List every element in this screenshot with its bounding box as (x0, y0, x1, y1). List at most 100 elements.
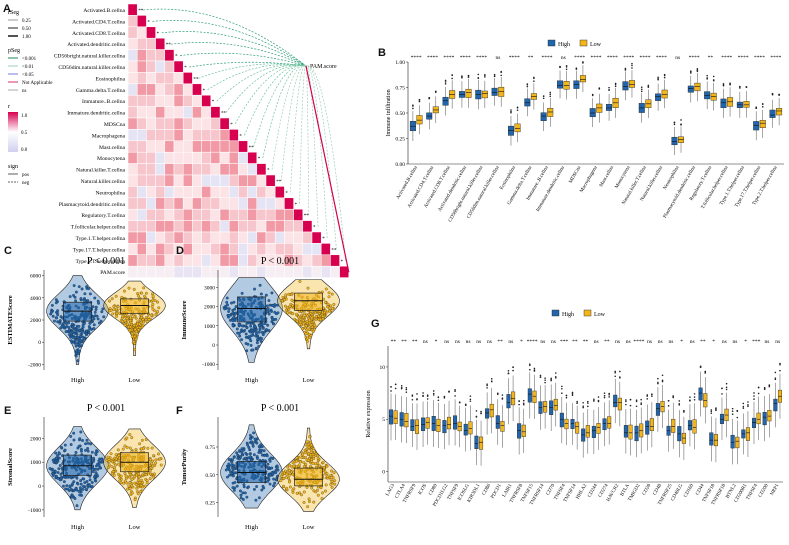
box-outlier (663, 74, 666, 77)
heatmap-cell (228, 197, 239, 210)
jitter-point (136, 292, 140, 295)
x-tick-label: CD56dim.natural.killer.cellna (467, 165, 502, 220)
jitter-point (312, 320, 316, 324)
heatmap-row-label: Mast.cellna (99, 145, 125, 151)
jitter-point (314, 490, 318, 494)
significance-label: **** (476, 55, 487, 61)
jitter-point (116, 305, 120, 309)
box-outlier (771, 93, 774, 96)
heatmap-cell (173, 94, 184, 107)
x-tick-label: ICOS (418, 483, 428, 496)
jitter-point (235, 327, 239, 331)
jitter-point (88, 321, 92, 325)
jitter-point (58, 452, 61, 456)
jitter-point (71, 336, 75, 339)
box-body (661, 89, 668, 99)
jitter-point (137, 322, 141, 326)
significance-label: **** (443, 55, 454, 61)
heatmap-cell (127, 140, 138, 153)
significance-label: ns (508, 339, 513, 345)
jitter-point (144, 473, 148, 477)
jitter-point (317, 314, 320, 318)
jitter-point (267, 329, 271, 332)
jitter-point (118, 479, 122, 483)
heatmap-cell (164, 140, 175, 153)
box-outlier (710, 409, 713, 411)
box-body (735, 436, 740, 449)
jitter-point (324, 300, 328, 304)
significance-label: ** (583, 339, 589, 345)
box-outlier (416, 398, 418, 401)
jitter-point (257, 451, 261, 454)
heatmap-cell (146, 129, 156, 142)
jitter-point (146, 446, 150, 450)
jitter-point (274, 317, 278, 321)
y-tick-label: 2000 (30, 318, 41, 324)
jitter-point (123, 479, 127, 483)
jitter-point (271, 472, 275, 476)
box-body (575, 421, 580, 434)
jitter-point (304, 455, 307, 459)
box-body (540, 112, 547, 121)
jitter-point (316, 457, 320, 460)
jitter-point (60, 325, 64, 329)
jitter-point (151, 459, 155, 463)
box-body (634, 425, 639, 442)
jitter-point (108, 299, 111, 303)
jitter-point (74, 344, 78, 348)
heatmap-cell (164, 72, 175, 85)
significance-label: **** (770, 55, 781, 61)
significance-label: * (680, 339, 683, 345)
heatmap-cell (192, 174, 202, 187)
heatmap-cell (173, 151, 184, 164)
box-outlier (753, 398, 755, 400)
y-tick-label: 0 (38, 340, 41, 346)
box-outlier (428, 97, 431, 100)
box-outlier (529, 368, 531, 371)
pam-score-links: PAM.score (143, 8, 350, 273)
jitter-point (291, 490, 295, 494)
x-tick-label: CD70 (546, 483, 557, 496)
y-tick-label: 10 (380, 365, 386, 371)
jitter-point (302, 490, 306, 494)
jitter-point (68, 328, 71, 332)
jitter-point (87, 325, 91, 328)
heatmap-cell (127, 72, 138, 85)
heatmap-sig-mark: * (147, 20, 150, 25)
jitter-point (259, 339, 263, 343)
box-outlier (693, 399, 696, 401)
box-outlier (673, 123, 676, 126)
box-outlier (721, 387, 723, 390)
jitter-point (232, 455, 236, 459)
legend-low-label: Low (594, 312, 606, 318)
significance-label: * (435, 339, 438, 345)
heatmap-cell (182, 72, 193, 85)
heatmap-cell (228, 174, 239, 187)
box-outlier (493, 73, 496, 76)
box-outlier (512, 369, 514, 372)
jitter-point (288, 305, 292, 308)
jitter-point (68, 295, 72, 299)
box-body (463, 423, 468, 436)
significance-label: **** (754, 55, 765, 61)
significance-label: **** (640, 55, 651, 61)
jitter-point (270, 310, 273, 313)
heatmap-cell (238, 140, 248, 153)
pam-score-link (280, 65, 307, 182)
box-body (416, 115, 423, 125)
jitter-point (130, 332, 134, 336)
jitter-point (249, 343, 253, 347)
jitter-point (265, 454, 269, 458)
heatmap-cell (274, 186, 285, 199)
jitter-point (150, 313, 153, 317)
jitter-point (267, 478, 271, 481)
box-body (570, 419, 575, 429)
jitter-point (157, 452, 160, 456)
box-outlier (635, 400, 638, 403)
box-outlier (667, 399, 670, 402)
x-tick-label: CD86 (482, 483, 493, 496)
jitter-point (145, 479, 149, 482)
jitter-point (306, 336, 309, 340)
jitter-point (116, 472, 120, 476)
jitter-point (84, 329, 88, 333)
